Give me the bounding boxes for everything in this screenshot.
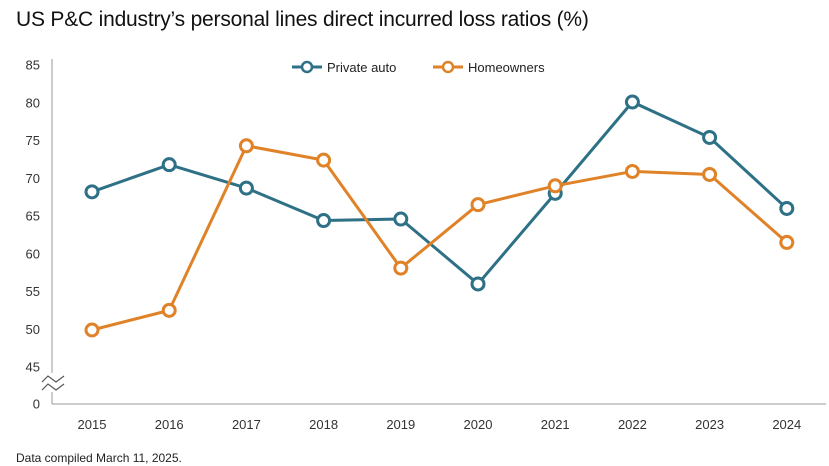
data-point-homeowners	[316, 152, 332, 168]
series-line-homeowners	[91, 144, 788, 332]
y-tick-label: 60	[26, 246, 40, 261]
data-point-homeowners	[393, 260, 409, 276]
x-tick-label: 2019	[386, 417, 415, 432]
x-tick-label: 2018	[309, 417, 338, 432]
data-point-private-auto	[316, 213, 332, 229]
y-tick-label: 80	[26, 95, 40, 110]
data-point-private-auto	[702, 129, 718, 145]
data-point-homeowners	[238, 138, 254, 154]
x-tick-label: 2024	[772, 417, 801, 432]
data-point-private-auto	[393, 211, 409, 227]
chart-legend: Private auto Homeowners	[292, 60, 545, 75]
line-chart: Private auto Homeowners 85 80 75 70 65 60 55 50 4…	[26, 58, 826, 432]
x-tick-label: 2016	[155, 417, 184, 432]
y-tick-label: 45	[26, 360, 40, 375]
y-tick-label: 85	[26, 58, 40, 73]
data-point-private-auto	[779, 200, 795, 216]
data-point-private-auto	[84, 184, 100, 200]
data-point-homeowners	[624, 163, 640, 179]
data-point-homeowners	[547, 178, 563, 194]
x-tick-label: 2015	[78, 417, 107, 432]
source-note: Data compiled March 11, 2025.	[16, 451, 182, 465]
axis-break-icon	[41, 383, 65, 391]
data-point-homeowners	[470, 197, 486, 213]
legend-label-private-auto: Private auto	[327, 60, 396, 75]
series-line-private-auto	[91, 100, 788, 286]
y-tick-label: 75	[26, 133, 40, 148]
series-group	[84, 94, 795, 338]
y-tick-label: 50	[26, 322, 40, 337]
y-tick-label: 70	[26, 171, 40, 186]
data-point-homeowners	[779, 234, 795, 250]
legend-label-homeowners: Homeowners	[468, 60, 545, 75]
data-point-homeowners	[702, 166, 718, 182]
y-tick-label: 65	[26, 209, 40, 224]
x-tick-label: 2023	[695, 417, 724, 432]
x-axis: 2015 2016 2017 2018 2019 2020 2021 2022 2023 2024	[52, 403, 826, 432]
data-point-homeowners	[161, 302, 177, 318]
y-tick-label: 0	[33, 397, 40, 412]
x-tick-label: 2017	[232, 417, 261, 432]
legend-marker-homeowners	[441, 60, 455, 74]
axis-break-icon	[41, 375, 65, 383]
data-point-homeowners	[84, 322, 100, 338]
y-tick-label: 55	[26, 284, 40, 299]
legend-marker-private-auto	[300, 60, 314, 74]
data-point-private-auto	[238, 180, 254, 196]
x-tick-label: 2022	[618, 417, 647, 432]
x-tick-label: 2020	[464, 417, 493, 432]
data-point-private-auto	[624, 94, 640, 110]
chart-title: US P&C industry’s personal lines direct …	[16, 8, 589, 31]
x-tick-label: 2021	[541, 417, 570, 432]
data-point-private-auto	[161, 157, 177, 173]
y-axis: 85 80 75 70 65 60 55 50 45 0	[26, 58, 65, 412]
data-point-private-auto	[470, 276, 486, 292]
